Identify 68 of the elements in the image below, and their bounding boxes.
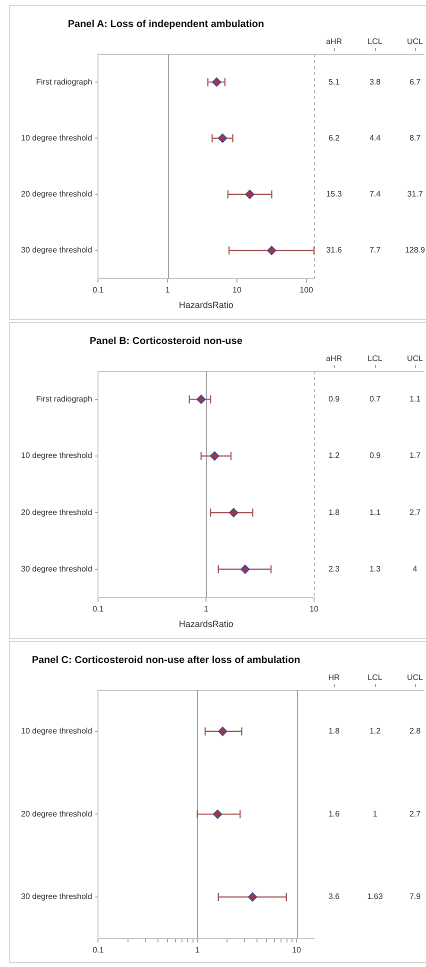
x-tick-label: 10	[310, 604, 319, 614]
text: 1.7	[409, 451, 422, 460]
data-label: 1.2	[328, 451, 340, 460]
text: LCL	[368, 37, 383, 46]
text: 4.4	[369, 133, 382, 142]
text: 1.3	[369, 564, 382, 574]
text: 1.1	[369, 508, 382, 517]
x-tick-label: 0.1	[92, 945, 104, 954]
text: LCL	[368, 354, 383, 364]
text: 4	[412, 564, 418, 574]
text: UCL	[406, 37, 424, 46]
text: 0.9	[369, 451, 382, 460]
text: 31.7	[407, 190, 424, 199]
data-label: 3.6	[328, 892, 340, 902]
text: aHR	[326, 354, 342, 364]
text: 2.8	[409, 726, 422, 736]
text: aHR	[326, 37, 342, 46]
x-tick-label: 10	[292, 945, 302, 954]
x-tick-label: 1	[204, 604, 209, 614]
x-tick-label: 10	[232, 286, 242, 295]
x-tick-label: 0.1	[92, 604, 104, 614]
text: 128.9	[404, 246, 426, 255]
text: 2.7	[409, 508, 422, 517]
data-label: 1.8	[328, 508, 340, 517]
text: 2.7	[409, 809, 422, 818]
data-label: 6.2	[328, 133, 340, 142]
y-tick-label: First radiograph	[36, 394, 92, 404]
text: UCL	[406, 673, 424, 682]
x-tick-label: 1	[195, 945, 200, 954]
x-axis-title: HazardsRatio	[178, 300, 234, 310]
data-label: 1.8	[328, 726, 340, 736]
chart-title: Panel A: Loss of independent ambulation	[68, 18, 264, 30]
y-tick-label: 20 degree threshold	[20, 190, 92, 199]
x-tick-label: 1	[165, 286, 170, 295]
data-label: 5.1	[328, 77, 340, 86]
text: 1.63	[367, 892, 384, 902]
text: 7.7	[369, 246, 382, 255]
text: 6.7	[409, 77, 422, 86]
data-label: 0.9	[328, 394, 340, 404]
y-tick-label: 30 degree threshold	[20, 564, 92, 574]
text: HR	[328, 673, 340, 682]
y-tick-label: First radiograph	[36, 77, 92, 86]
data-label: 1.6	[328, 809, 340, 818]
x-tick-label: 100	[300, 286, 314, 295]
text: 1.2	[369, 726, 382, 736]
text: 8.7	[409, 133, 422, 142]
y-tick-label: 10 degree threshold	[20, 133, 92, 142]
text: UCL	[406, 354, 424, 364]
chart-title: Panel C: Corticosteroid non-use after loss of ambulation	[32, 654, 300, 666]
text: 7.4	[369, 190, 382, 199]
x-axis-title: HazardsRatio	[178, 619, 234, 630]
y-tick-label: 20 degree threshold	[20, 508, 92, 517]
y-tick-label: 30 degree threshold	[20, 892, 92, 902]
y-tick-label: 10 degree threshold	[20, 726, 92, 736]
text: LCL	[368, 673, 383, 682]
y-tick-label: 30 degree threshold	[20, 246, 92, 255]
y-tick-label: 20 degree threshold	[20, 809, 92, 818]
text: 7.9	[409, 892, 422, 902]
text: 3.8	[369, 77, 382, 86]
x-tick-label: 0.1	[92, 286, 104, 295]
data-label: 31.6	[326, 246, 342, 255]
chart-title: Panel B: Corticosteroid non-use	[90, 336, 243, 347]
text: 0.7	[369, 394, 382, 404]
data-label: 2.3	[328, 564, 340, 574]
data-label: 15.3	[326, 190, 342, 199]
y-tick-label: 10 degree threshold	[20, 451, 92, 460]
text: 1	[372, 809, 378, 818]
text: 1.1	[409, 394, 422, 404]
